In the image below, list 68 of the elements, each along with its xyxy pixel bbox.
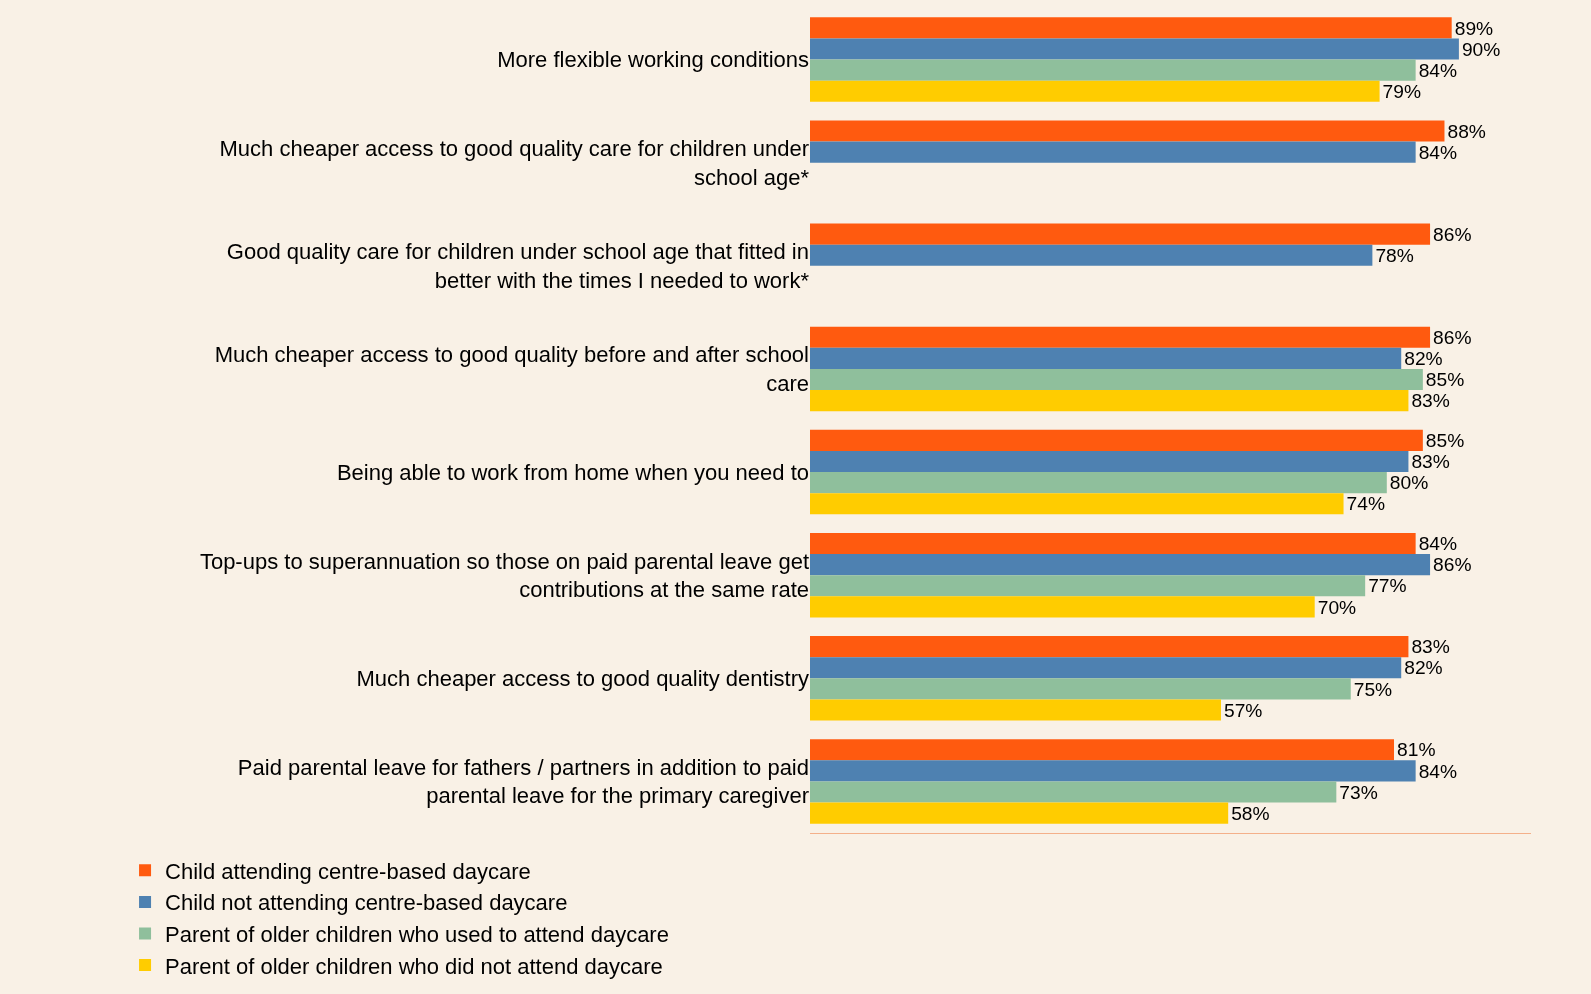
bar [810, 781, 1337, 803]
bar [810, 575, 1366, 597]
data-label: 82% [1404, 657, 1443, 679]
data-label: 86% [1433, 554, 1472, 576]
data-label: 81% [1397, 739, 1436, 761]
data-label: 83% [1411, 636, 1450, 658]
data-label: 74% [1346, 493, 1385, 515]
data-label: 58% [1231, 802, 1270, 824]
data-label: 86% [1433, 326, 1472, 348]
y-tick-label: Good quality care for children under school age that fitted in better with the times I needed to work* [226, 239, 810, 293]
bar [810, 554, 1431, 576]
y-tick-label: Much cheaper access to good quality care for children under school age* [219, 136, 810, 190]
legend-label: Child not attending centre-based daycare [165, 890, 568, 916]
y-tick-label: More flexible working conditions [497, 47, 809, 73]
data-label: 90% [1461, 38, 1501, 60]
data-label: 57% [1223, 699, 1263, 721]
data-label: 86% [1433, 223, 1472, 245]
bar [810, 390, 1409, 412]
legend-label: Child attending centre-based daycare [165, 858, 531, 884]
bar [810, 493, 1344, 515]
data-label: 84% [1418, 141, 1458, 163]
data-label: 83% [1411, 390, 1450, 412]
data-label: 80% [1389, 472, 1429, 494]
data-label: 84% [1418, 59, 1458, 81]
bar [810, 120, 1445, 142]
data-label: 89% [1454, 17, 1494, 39]
bar [810, 532, 1416, 555]
data-label: 88% [1447, 120, 1486, 142]
data-label: 84% [1418, 760, 1458, 782]
bar [810, 80, 1380, 102]
bar [810, 636, 1409, 658]
y-tick-label: Much cheaper access to good quality dentistry [356, 666, 809, 692]
bar [810, 760, 1416, 782]
bar [810, 657, 1402, 679]
legend-label: Parent of older children who did not attend daycare [165, 953, 663, 979]
bar [810, 223, 1431, 245]
legend-label: Parent of older children who used to attend daycare [165, 922, 669, 948]
bar [810, 141, 1416, 163]
bar [810, 596, 1315, 618]
bar [810, 326, 1431, 348]
y-tick-label: Paid parental leave for fathers / partners in addition to paid parental leave for the primary caregiver [237, 754, 809, 809]
data-label: 82% [1404, 348, 1443, 370]
bar [810, 368, 1423, 391]
bar [810, 472, 1387, 494]
bar [810, 59, 1416, 81]
data-label: 83% [1411, 451, 1450, 473]
data-label: 79% [1382, 81, 1422, 102]
data-label: 75% [1353, 678, 1393, 700]
data-label: 77% [1368, 575, 1407, 597]
bar [810, 347, 1402, 369]
data-label: 78% [1375, 244, 1414, 266]
bar [810, 802, 1229, 824]
data-label: 73% [1339, 781, 1378, 803]
y-tick-label: Top-ups to superannuation so those on paid parental leave get contributions at the same rate [199, 548, 809, 603]
bar [810, 739, 1395, 761]
data-label: 84% [1418, 533, 1458, 555]
y-tick-label: Much cheaper access to good quality before and after school care [214, 342, 809, 396]
bar [810, 699, 1221, 721]
bar [810, 17, 1452, 39]
bar [810, 678, 1351, 700]
data-label: 85% [1425, 369, 1465, 391]
bar [810, 429, 1423, 451]
bar [810, 244, 1373, 266]
bar [810, 450, 1409, 473]
bar [810, 38, 1459, 60]
y-tick-label: Being able to work from home when you need to [336, 459, 809, 485]
data-label: 85% [1425, 430, 1465, 452]
data-label: 70% [1317, 596, 1357, 618]
